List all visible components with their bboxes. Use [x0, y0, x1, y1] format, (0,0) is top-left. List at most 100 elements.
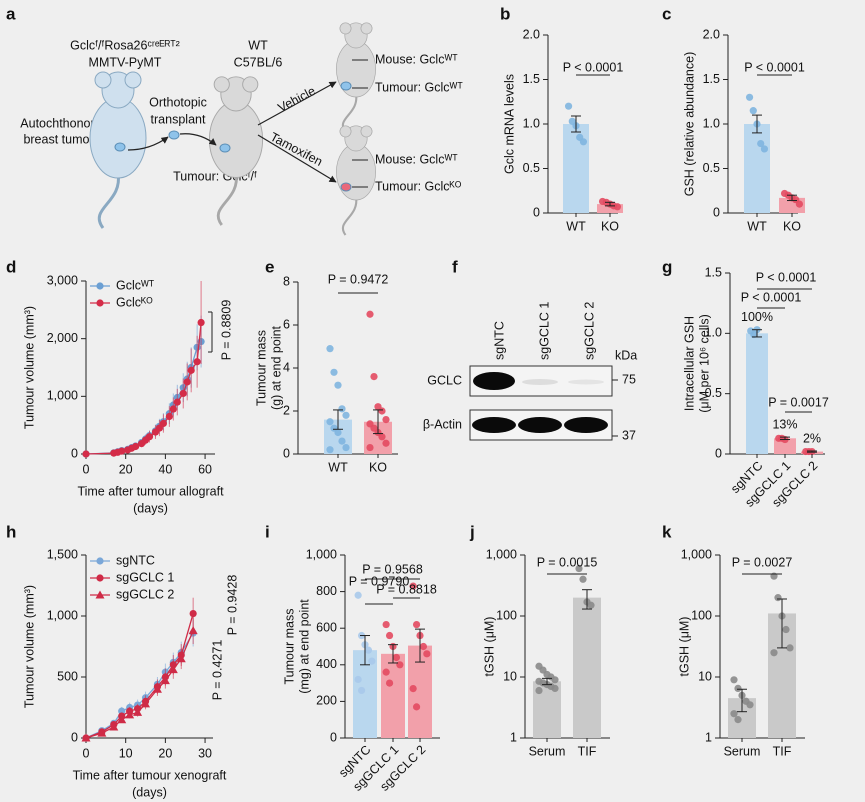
data-point — [385, 679, 394, 687]
data-point — [378, 433, 386, 441]
data-point — [152, 684, 162, 693]
mouse-illustration — [336, 125, 376, 236]
y-tick-label: 1,000 — [306, 547, 337, 561]
legend-label: Gclcᴷᴼ — [116, 295, 153, 309]
y-tick-label: 4 — [283, 360, 290, 374]
p-value: P = 0.8809 — [219, 300, 233, 361]
bar — [774, 438, 796, 454]
row-label: β-Actin — [423, 417, 462, 431]
y-tick-label: 1,000 — [681, 547, 712, 561]
band — [473, 372, 515, 390]
x-tick-label: Serum — [529, 744, 566, 758]
lane-label: sgGCLC 1 — [537, 302, 551, 360]
y-tick-label: 0.5 — [523, 161, 540, 175]
y-tick-label: 1.0 — [703, 116, 720, 130]
mouse-illustration — [208, 76, 264, 226]
x-tick-label: WT — [328, 460, 348, 474]
x-tick-label: Serum — [724, 744, 761, 758]
y-axis-label: Tumour volume (mm³) — [22, 585, 36, 708]
row-label: GCLC — [427, 373, 462, 387]
y-tick-label: 800 — [316, 584, 337, 598]
data-point — [189, 609, 197, 618]
mouse-ear — [213, 76, 230, 93]
mouse-ear — [339, 125, 352, 138]
panel-letter: g — [662, 257, 672, 276]
data-point — [749, 107, 757, 115]
data-point — [169, 405, 177, 413]
arrow — [257, 81, 337, 126]
data-point — [370, 373, 378, 381]
p-value: P = 0.9428 — [225, 575, 239, 636]
data-point — [183, 378, 191, 386]
lane-label: sgGCLC 2 — [582, 302, 596, 360]
tumour-spot — [168, 130, 180, 140]
mouse-illustration — [336, 22, 376, 133]
series-line — [85, 630, 194, 739]
tumour-spot — [114, 142, 126, 152]
data-point — [188, 626, 198, 635]
data-point — [334, 428, 342, 437]
data-point — [338, 405, 346, 413]
donor-strain: MMTV-PyMT — [89, 55, 162, 69]
data-point — [132, 442, 140, 451]
data-point — [551, 684, 559, 693]
data-point — [730, 710, 738, 718]
y-tick-label: 2 — [283, 403, 290, 417]
p-value: P = 0.8818 — [376, 582, 437, 596]
data-point — [757, 139, 765, 148]
panel-letter: k — [662, 522, 672, 541]
y-tick-label: 1 — [705, 730, 712, 744]
data-point — [342, 443, 350, 452]
data-point — [342, 411, 350, 419]
series-line — [85, 632, 194, 739]
data-point — [118, 447, 126, 455]
data-point — [109, 722, 119, 731]
treatment-label: Vehicle — [276, 84, 318, 115]
data-point — [734, 716, 742, 724]
data-point — [613, 203, 622, 211]
arrow — [127, 136, 169, 151]
data-point — [419, 642, 428, 651]
p-value: P = 0.0017 — [768, 395, 829, 409]
donor-genotype: Gclcᶠ/ᶠRosa26ᶜʳᵉᴱᴿᵀ² — [70, 38, 180, 52]
data-point — [746, 701, 754, 709]
y-axis-label: Tumour volume (mm³) — [22, 306, 36, 429]
data-point — [160, 676, 170, 685]
y-tick-label: 2,000 — [47, 331, 78, 345]
y-tick-label: 8 — [283, 274, 290, 288]
data-point — [193, 358, 201, 366]
mouse-tail — [216, 172, 238, 226]
y-tick-label: 0 — [283, 446, 290, 460]
panel-letter: j — [469, 522, 475, 541]
value-label: 2% — [803, 431, 821, 445]
x-tick-label: 30 — [198, 746, 212, 760]
data-point — [354, 591, 362, 599]
y-tick-label: 6 — [283, 317, 290, 331]
panel-letter: c — [662, 4, 671, 23]
y-axis-label: Gclc mRNA levels — [502, 74, 516, 174]
outcome-label: Mouse: Gclcᵂᵀ — [375, 152, 458, 166]
y-tick-label: 100 — [691, 608, 712, 622]
data-point — [97, 728, 107, 737]
p-value: P < 0.0001 — [563, 60, 624, 74]
panel-f: f sgNTC sgGCLC 1 sgGCLC 2 kDa GCLC β-Act… — [423, 257, 637, 442]
data-point — [368, 657, 376, 665]
band — [472, 417, 516, 433]
data-point — [385, 631, 394, 640]
legend-marker — [96, 299, 104, 307]
data-point — [173, 398, 181, 406]
data-point — [409, 684, 417, 693]
legend-label: sgGCLC 2 — [116, 587, 174, 601]
y-tick-label: 600 — [316, 620, 337, 634]
x-tick-label: TIF — [773, 744, 792, 758]
data-point — [81, 733, 91, 742]
data-point — [382, 439, 390, 447]
p-value: P = 0.0027 — [732, 555, 793, 569]
y-tick-label: 200 — [316, 694, 337, 708]
p-value: P < 0.0001 — [744, 60, 805, 74]
p-value: P = 0.4271 — [210, 640, 224, 701]
data-point — [378, 407, 386, 415]
data-point — [179, 389, 187, 398]
x-axis-label: (days) — [133, 501, 168, 515]
